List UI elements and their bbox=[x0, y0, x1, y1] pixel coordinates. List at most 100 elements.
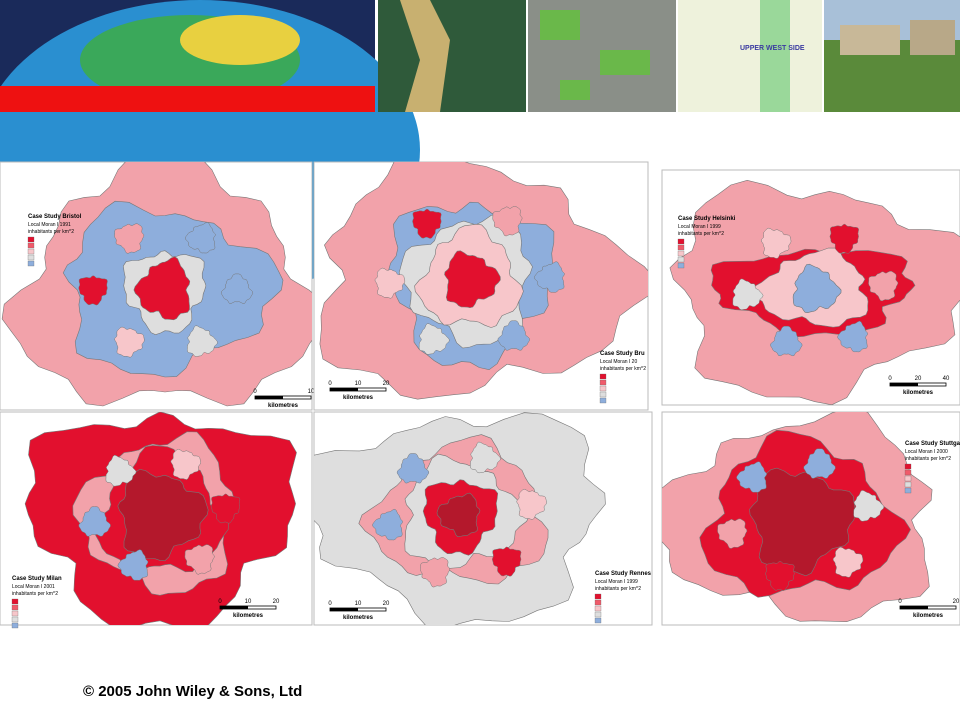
legend-swatch bbox=[677, 244, 685, 251]
legend-units: inhabitants per km^2 bbox=[600, 366, 646, 372]
scale-tick: 0 bbox=[253, 389, 257, 395]
legend-swatch bbox=[11, 604, 19, 611]
legend-subtitle: Local Moran I 2000 bbox=[905, 449, 948, 455]
scale-tick: 10 bbox=[355, 381, 362, 387]
legend-subtitle: Local Moran I 1999 bbox=[678, 224, 721, 230]
region bbox=[374, 267, 406, 299]
region bbox=[105, 455, 137, 487]
region bbox=[170, 448, 201, 480]
scale-tick: 0 bbox=[328, 601, 332, 607]
legend-subtitle: Local Moran I 1991 bbox=[28, 222, 71, 228]
region bbox=[765, 560, 795, 591]
region bbox=[184, 544, 215, 575]
scale-label: kilometres bbox=[913, 613, 944, 619]
scale-tick: 10 bbox=[308, 389, 315, 395]
legend-subtitle: Local Moran I 1999 bbox=[595, 579, 638, 585]
region bbox=[133, 256, 191, 321]
legend-swatch bbox=[594, 593, 602, 600]
region bbox=[78, 506, 111, 537]
choropleth bbox=[662, 412, 933, 623]
street-park bbox=[540, 10, 650, 100]
legend-swatch bbox=[594, 599, 602, 606]
region bbox=[736, 461, 767, 493]
scale-tick: 0 bbox=[888, 376, 892, 382]
legend-title: Case Study Stuttga bbox=[905, 441, 960, 447]
region bbox=[187, 325, 218, 357]
scale-tick: 10 bbox=[245, 599, 252, 605]
region bbox=[832, 546, 864, 578]
legend-title: Case Study Helsinki bbox=[678, 216, 736, 222]
scale-label: kilometres bbox=[233, 613, 264, 619]
region bbox=[837, 320, 868, 353]
region bbox=[717, 518, 748, 549]
scale-tick: 20 bbox=[915, 376, 922, 382]
map-panel: Case Study Bru Local Moran I 20inhabitant… bbox=[313, 161, 649, 411]
legend-swatch bbox=[677, 256, 685, 263]
region bbox=[117, 549, 149, 581]
building bbox=[840, 25, 900, 55]
map-panel: Case Study Helsinki Local Moran I 1999inh… bbox=[661, 169, 960, 406]
legend-swatch bbox=[904, 463, 912, 470]
map-panel: Case Study Bristol Local Moran I 1991inha… bbox=[0, 161, 315, 411]
scale-bar bbox=[220, 606, 248, 609]
legend-swatch bbox=[599, 379, 607, 386]
satellite-image bbox=[378, 0, 526, 112]
legend-title: Case Study Bristol bbox=[28, 214, 82, 220]
legend-swatch bbox=[599, 391, 607, 398]
region bbox=[749, 467, 857, 577]
red-bar bbox=[0, 86, 375, 112]
region bbox=[492, 206, 523, 237]
scale-label: kilometres bbox=[268, 403, 299, 409]
scale-tick: 20 bbox=[273, 599, 280, 605]
scale-tick: 20 bbox=[953, 599, 960, 605]
region bbox=[220, 273, 254, 304]
region bbox=[803, 448, 836, 479]
region bbox=[444, 250, 501, 309]
legend-swatch bbox=[904, 487, 912, 494]
scale-tick: 20 bbox=[383, 601, 390, 607]
legend-swatch bbox=[27, 248, 35, 255]
map-panel: Case Study Stuttga Local Moran I 2000inha… bbox=[661, 411, 960, 626]
region bbox=[770, 325, 803, 357]
legend-title: Case Study Milan bbox=[12, 576, 62, 582]
legend-swatch bbox=[599, 397, 607, 404]
region bbox=[184, 222, 216, 254]
scale-tick: 20 bbox=[383, 381, 390, 387]
legend-swatch bbox=[27, 260, 35, 267]
region bbox=[470, 441, 501, 474]
region bbox=[792, 263, 842, 314]
legend-swatch bbox=[599, 385, 607, 392]
scale-tick: 40 bbox=[943, 376, 950, 382]
region bbox=[760, 227, 792, 259]
region bbox=[853, 490, 885, 522]
region bbox=[436, 492, 481, 538]
legend-swatch bbox=[599, 373, 607, 380]
map-panel: Case Study Rennes Local Moran I 1999inhab… bbox=[313, 411, 653, 626]
city-map-image bbox=[678, 0, 822, 112]
legend-title: Case Study Bru bbox=[600, 351, 645, 357]
legend-swatch bbox=[11, 622, 19, 629]
legend-swatch bbox=[27, 254, 35, 261]
choropleth bbox=[314, 412, 606, 625]
legend-units: inhabitants per km^2 bbox=[678, 231, 724, 237]
scale-label: kilometres bbox=[343, 615, 374, 621]
scale-label: kilometres bbox=[903, 390, 934, 396]
building bbox=[910, 20, 955, 55]
legend-swatch bbox=[677, 262, 685, 269]
scale-bar bbox=[330, 388, 358, 391]
scale-bar bbox=[900, 606, 928, 609]
scale-tick: 10 bbox=[355, 601, 362, 607]
choropleth bbox=[24, 412, 297, 625]
region bbox=[829, 223, 859, 254]
city-map-park bbox=[760, 0, 790, 112]
legend-subtitle: Local Moran I 20 bbox=[600, 359, 637, 365]
scale-tick: 0 bbox=[898, 599, 902, 605]
scale-tick: 0 bbox=[328, 381, 332, 387]
scale-bar bbox=[255, 396, 283, 399]
region bbox=[420, 557, 450, 588]
legend-units: inhabitants per km^2 bbox=[12, 591, 58, 597]
legend-title: Case Study Rennes bbox=[595, 571, 652, 577]
legend-units: inhabitants per km^2 bbox=[28, 229, 74, 235]
legend-swatch bbox=[27, 236, 35, 243]
legend-swatch bbox=[904, 481, 912, 488]
